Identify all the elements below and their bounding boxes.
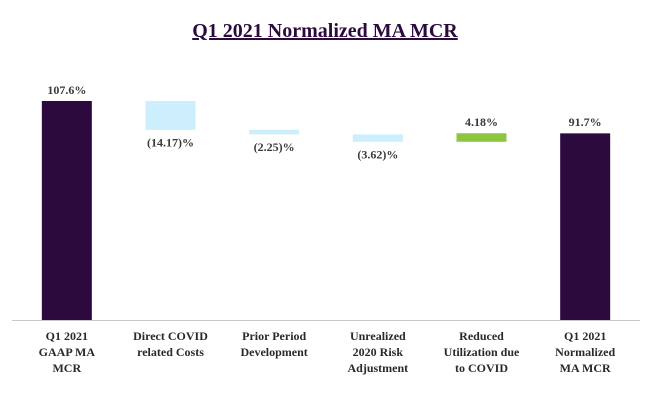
bar bbox=[560, 133, 611, 320]
value-label: (2.25)% bbox=[254, 140, 295, 154]
bar bbox=[41, 101, 92, 320]
x-tick-label: Q1 2021 GAAP MA MCR bbox=[38, 329, 95, 375]
value-label: (3.62)% bbox=[357, 148, 398, 162]
value-label: 107.6% bbox=[47, 83, 86, 97]
x-tick-label: Prior Period Development bbox=[240, 329, 308, 359]
bar bbox=[456, 133, 507, 142]
chart-title: Q1 2021 Normalized MA MCR bbox=[192, 20, 458, 42]
bar bbox=[352, 134, 403, 142]
x-tick-label: Direct COVID related Costs bbox=[133, 329, 208, 359]
bar bbox=[145, 101, 196, 130]
bar bbox=[249, 129, 300, 135]
x-tick-label: Reduced Utilization due to COVID bbox=[443, 329, 520, 375]
value-label: 4.18% bbox=[465, 115, 498, 129]
x-tick-label: Q1 2021 Normalized MA MCR bbox=[555, 329, 616, 375]
value-label: 91.7% bbox=[569, 115, 602, 129]
value-label: (14.17)% bbox=[147, 136, 194, 150]
x-tick-label: Unrealized 2020 Risk Adjustment bbox=[347, 329, 409, 375]
